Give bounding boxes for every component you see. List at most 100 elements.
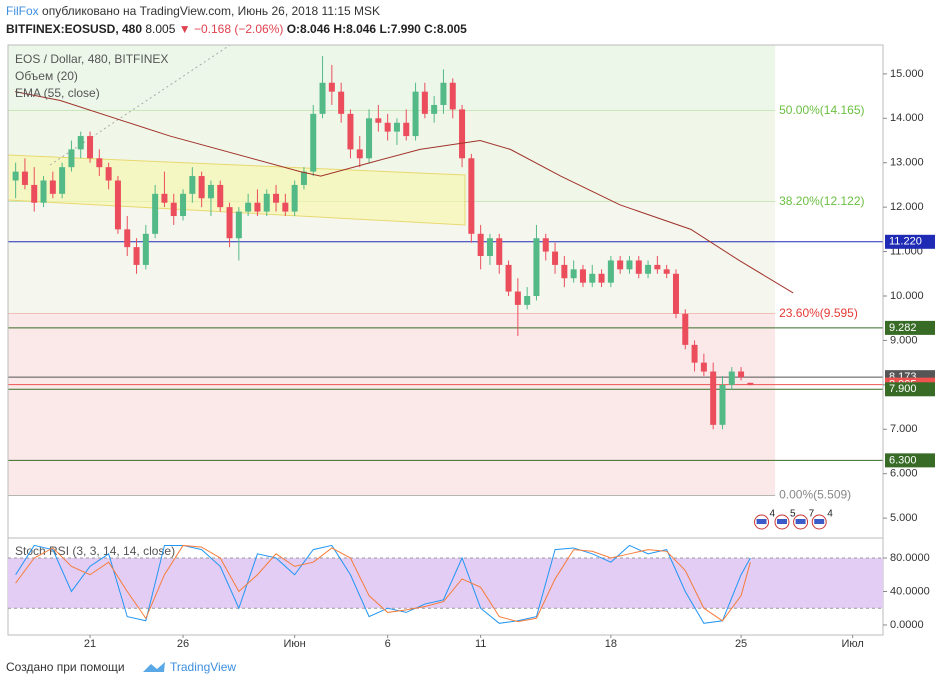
candle-body bbox=[142, 233, 149, 265]
y-tick-label: 6.000 bbox=[890, 468, 918, 480]
candle-body bbox=[384, 122, 391, 132]
candle-body bbox=[654, 264, 661, 270]
candle-body bbox=[459, 109, 466, 159]
legend-symbol: EOS / Dollar, 480, BITFINEX bbox=[15, 52, 168, 66]
price-box-label: 6.300 bbox=[889, 454, 917, 466]
price-box-label: 9.282 bbox=[889, 322, 917, 334]
candle-body bbox=[477, 233, 484, 257]
published: опубликовано на TradingView.com, Июнь 26… bbox=[42, 4, 381, 18]
candle-body bbox=[561, 264, 568, 279]
price-box bbox=[885, 453, 935, 468]
y-tick-label: 9.000 bbox=[890, 334, 918, 346]
candle-body bbox=[96, 158, 103, 168]
x-tick-label: Июл bbox=[842, 638, 864, 650]
fib-zone bbox=[8, 313, 776, 496]
author[interactable]: FilFox bbox=[6, 4, 39, 18]
x-tick-label: 25 bbox=[735, 638, 747, 650]
candle-body bbox=[672, 273, 679, 314]
candle-body bbox=[263, 193, 270, 212]
candle-body bbox=[598, 273, 605, 283]
y-tick-label: 12.000 bbox=[890, 201, 924, 213]
candle-body bbox=[310, 113, 317, 172]
candle-body bbox=[738, 371, 745, 378]
candle-body bbox=[189, 176, 196, 194]
fib-label: 23.60%(9.595) bbox=[779, 306, 858, 320]
candle-body bbox=[505, 264, 512, 292]
stoch-tick-label: 0.0000 bbox=[890, 619, 924, 631]
candle-body bbox=[21, 171, 28, 185]
fib-zone bbox=[8, 45, 776, 111]
stoch-band bbox=[8, 557, 883, 609]
price-box-label: 11.220 bbox=[889, 236, 922, 248]
h: H:8.046 bbox=[333, 22, 377, 36]
candle-body bbox=[533, 238, 540, 296]
stoch-tick-label: 40.0000 bbox=[890, 585, 930, 597]
candle-body bbox=[77, 136, 84, 150]
candle-body bbox=[719, 384, 726, 425]
candle-body bbox=[273, 193, 280, 203]
y-tick-label: 13.000 bbox=[890, 157, 924, 169]
change: ▼ −0.168 (−2.06%) bbox=[178, 22, 284, 36]
candle-body bbox=[579, 269, 586, 283]
candle-body bbox=[440, 82, 447, 105]
candle-body bbox=[645, 264, 652, 274]
event-flag-stripe bbox=[776, 519, 787, 524]
x-tick-label: 6 bbox=[385, 638, 391, 650]
legend-ema: EMA (55, close) bbox=[15, 86, 100, 100]
candle-body bbox=[12, 171, 19, 181]
main-pane: 50.00%(14.165) 38.20%(12.122) 23.60%(9.595… bbox=[8, 56, 883, 502]
price-box bbox=[885, 234, 935, 249]
candle-body bbox=[338, 91, 345, 114]
y-tick-label: 10.000 bbox=[890, 290, 924, 302]
price-box bbox=[885, 382, 935, 397]
o: O:8.046 bbox=[286, 22, 331, 36]
candle-body bbox=[217, 184, 224, 208]
y-tick-label: 15.000 bbox=[890, 68, 924, 80]
candle-body bbox=[282, 202, 289, 212]
event-flag-stripe bbox=[795, 519, 806, 524]
candle-body bbox=[691, 344, 698, 363]
event-count: 5 bbox=[790, 509, 796, 520]
candle-body bbox=[180, 193, 187, 217]
candle-body bbox=[617, 260, 624, 270]
event-flag-stripe bbox=[814, 519, 825, 524]
candle-body bbox=[207, 184, 214, 199]
candle-body bbox=[319, 82, 326, 114]
footer-brand[interactable]: TradingView bbox=[170, 660, 236, 674]
candle-body bbox=[226, 207, 233, 239]
candle-body bbox=[170, 202, 177, 217]
candle-body bbox=[486, 238, 493, 257]
fib-label: 0.00%(5.509) bbox=[779, 488, 851, 502]
candle-body bbox=[105, 167, 112, 181]
candle-body bbox=[87, 136, 94, 159]
last: 8.005 bbox=[145, 22, 176, 36]
symbol-line: BITFINEX:EOSUSD, 480 8.005 ▼ −0.168 (−2.… bbox=[6, 22, 467, 36]
candle-body bbox=[254, 202, 261, 212]
candle-body bbox=[291, 184, 298, 212]
candle-body bbox=[496, 238, 503, 265]
candle-body bbox=[514, 291, 521, 305]
fib-label: 38.20%(12.122) bbox=[779, 194, 864, 208]
y-tick-label: 5.000 bbox=[890, 512, 918, 524]
candle-body bbox=[635, 260, 642, 274]
candle-body bbox=[607, 260, 614, 283]
candle-body bbox=[245, 202, 252, 212]
candle-body bbox=[133, 247, 140, 265]
candle-body bbox=[421, 91, 428, 114]
candle-body bbox=[235, 211, 242, 239]
candle-body bbox=[710, 371, 717, 425]
candle-body bbox=[49, 180, 56, 194]
candle-body bbox=[161, 193, 168, 203]
candle-body bbox=[375, 118, 382, 123]
candle-body bbox=[31, 184, 38, 203]
candle-body bbox=[524, 295, 531, 305]
candle-body bbox=[728, 371, 735, 385]
footer-text: Создано при помощи bbox=[6, 660, 125, 674]
candle-body bbox=[68, 149, 75, 168]
event-flag-stripe bbox=[756, 519, 767, 524]
c: C:8.005 bbox=[424, 22, 467, 36]
candle-body bbox=[356, 149, 363, 159]
candle-body bbox=[328, 82, 335, 92]
candle-body bbox=[542, 238, 549, 252]
